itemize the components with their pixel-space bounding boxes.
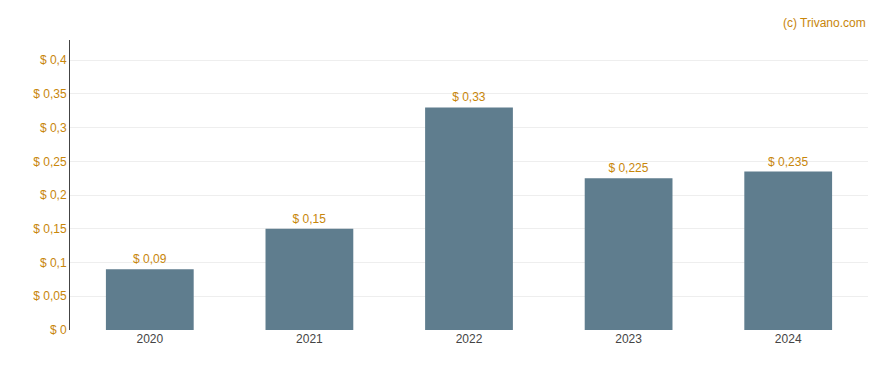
svg-text:2024: 2024 bbox=[775, 332, 802, 346]
svg-text:$ 0,2: $ 0,2 bbox=[40, 188, 67, 202]
svg-text:$ 0,225: $ 0,225 bbox=[608, 161, 648, 175]
svg-text:$ 0,33: $ 0,33 bbox=[452, 90, 486, 104]
svg-text:2022: 2022 bbox=[456, 332, 483, 346]
svg-text:$ 0,15: $ 0,15 bbox=[33, 222, 67, 236]
svg-text:2021: 2021 bbox=[296, 332, 323, 346]
svg-text:$ 0,15: $ 0,15 bbox=[293, 212, 327, 226]
svg-text:$ 0,09: $ 0,09 bbox=[133, 252, 167, 266]
svg-text:(c) Trivano.com: (c) Trivano.com bbox=[783, 16, 866, 30]
svg-text:$ 0,3: $ 0,3 bbox=[40, 121, 67, 135]
svg-text:2020: 2020 bbox=[136, 332, 163, 346]
svg-text:$ 0,235: $ 0,235 bbox=[768, 155, 808, 169]
svg-text:2023: 2023 bbox=[615, 332, 642, 346]
svg-text:$ 0,35: $ 0,35 bbox=[33, 87, 67, 101]
svg-text:$ 0: $ 0 bbox=[50, 323, 67, 337]
svg-text:$ 0,05: $ 0,05 bbox=[33, 289, 67, 303]
svg-text:$ 0,4: $ 0,4 bbox=[40, 53, 67, 67]
svg-text:$ 0,1: $ 0,1 bbox=[40, 256, 67, 270]
svg-text:$ 0,25: $ 0,25 bbox=[33, 155, 67, 169]
